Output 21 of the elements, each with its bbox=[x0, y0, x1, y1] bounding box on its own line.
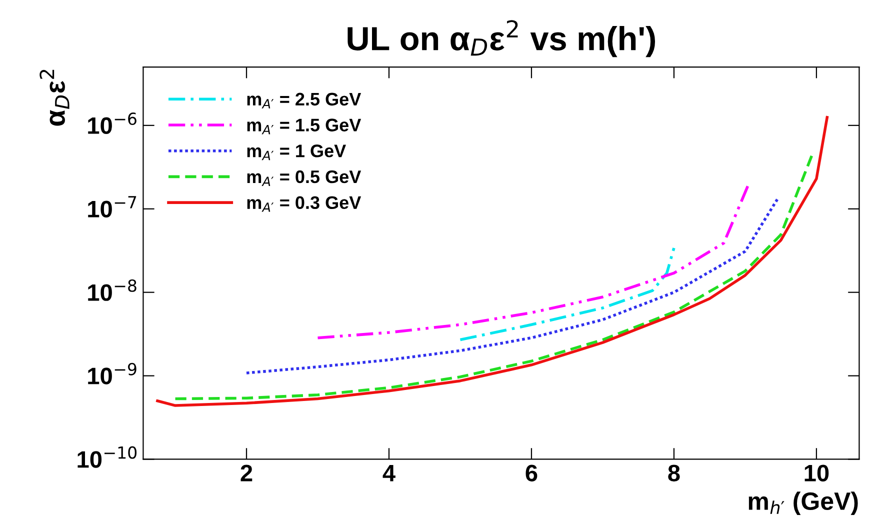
x-tick-label: 8 bbox=[668, 464, 680, 482]
x-tick-label: 10 bbox=[804, 464, 829, 482]
legend-label: m$_{A′}$ = 2.5 GeV bbox=[247, 92, 362, 108]
y-tick-label: 10$^{−10}$ bbox=[78, 446, 137, 468]
x-axis-title: m$_{h′}$ (GeV) bbox=[748, 492, 858, 515]
y-tick-label: 10$^{−9}$ bbox=[88, 362, 136, 384]
legend-label: m$_{A′}$ = 1 GeV bbox=[247, 144, 346, 160]
x-tick-label: 2 bbox=[240, 464, 252, 482]
line-series bbox=[245, 198, 779, 374]
y-tick-label: 10$^{−7}$ bbox=[88, 196, 136, 218]
y-tick-label: 10$^{−8}$ bbox=[88, 279, 136, 301]
legend-label: m$_{A′}$ = 0.3 GeV bbox=[247, 196, 362, 212]
line-series bbox=[458, 246, 676, 342]
x-tick-label: 6 bbox=[526, 464, 538, 482]
x-tick-label: 4 bbox=[382, 464, 396, 482]
legend-label: m$_{A′}$ = 1.5 GeV bbox=[247, 118, 362, 134]
y-axis-title: α$_{D}$ε$^{2}$ bbox=[40, 70, 70, 126]
line-series bbox=[156, 116, 829, 407]
chart-title: UL on α$_{D}$ε$^{2}$ vs m(h') bbox=[348, 20, 656, 58]
legend-label: m$_{A′}$ = 0.5 GeV bbox=[247, 170, 362, 186]
y-tick-label: 10$^{−6}$ bbox=[88, 112, 136, 134]
